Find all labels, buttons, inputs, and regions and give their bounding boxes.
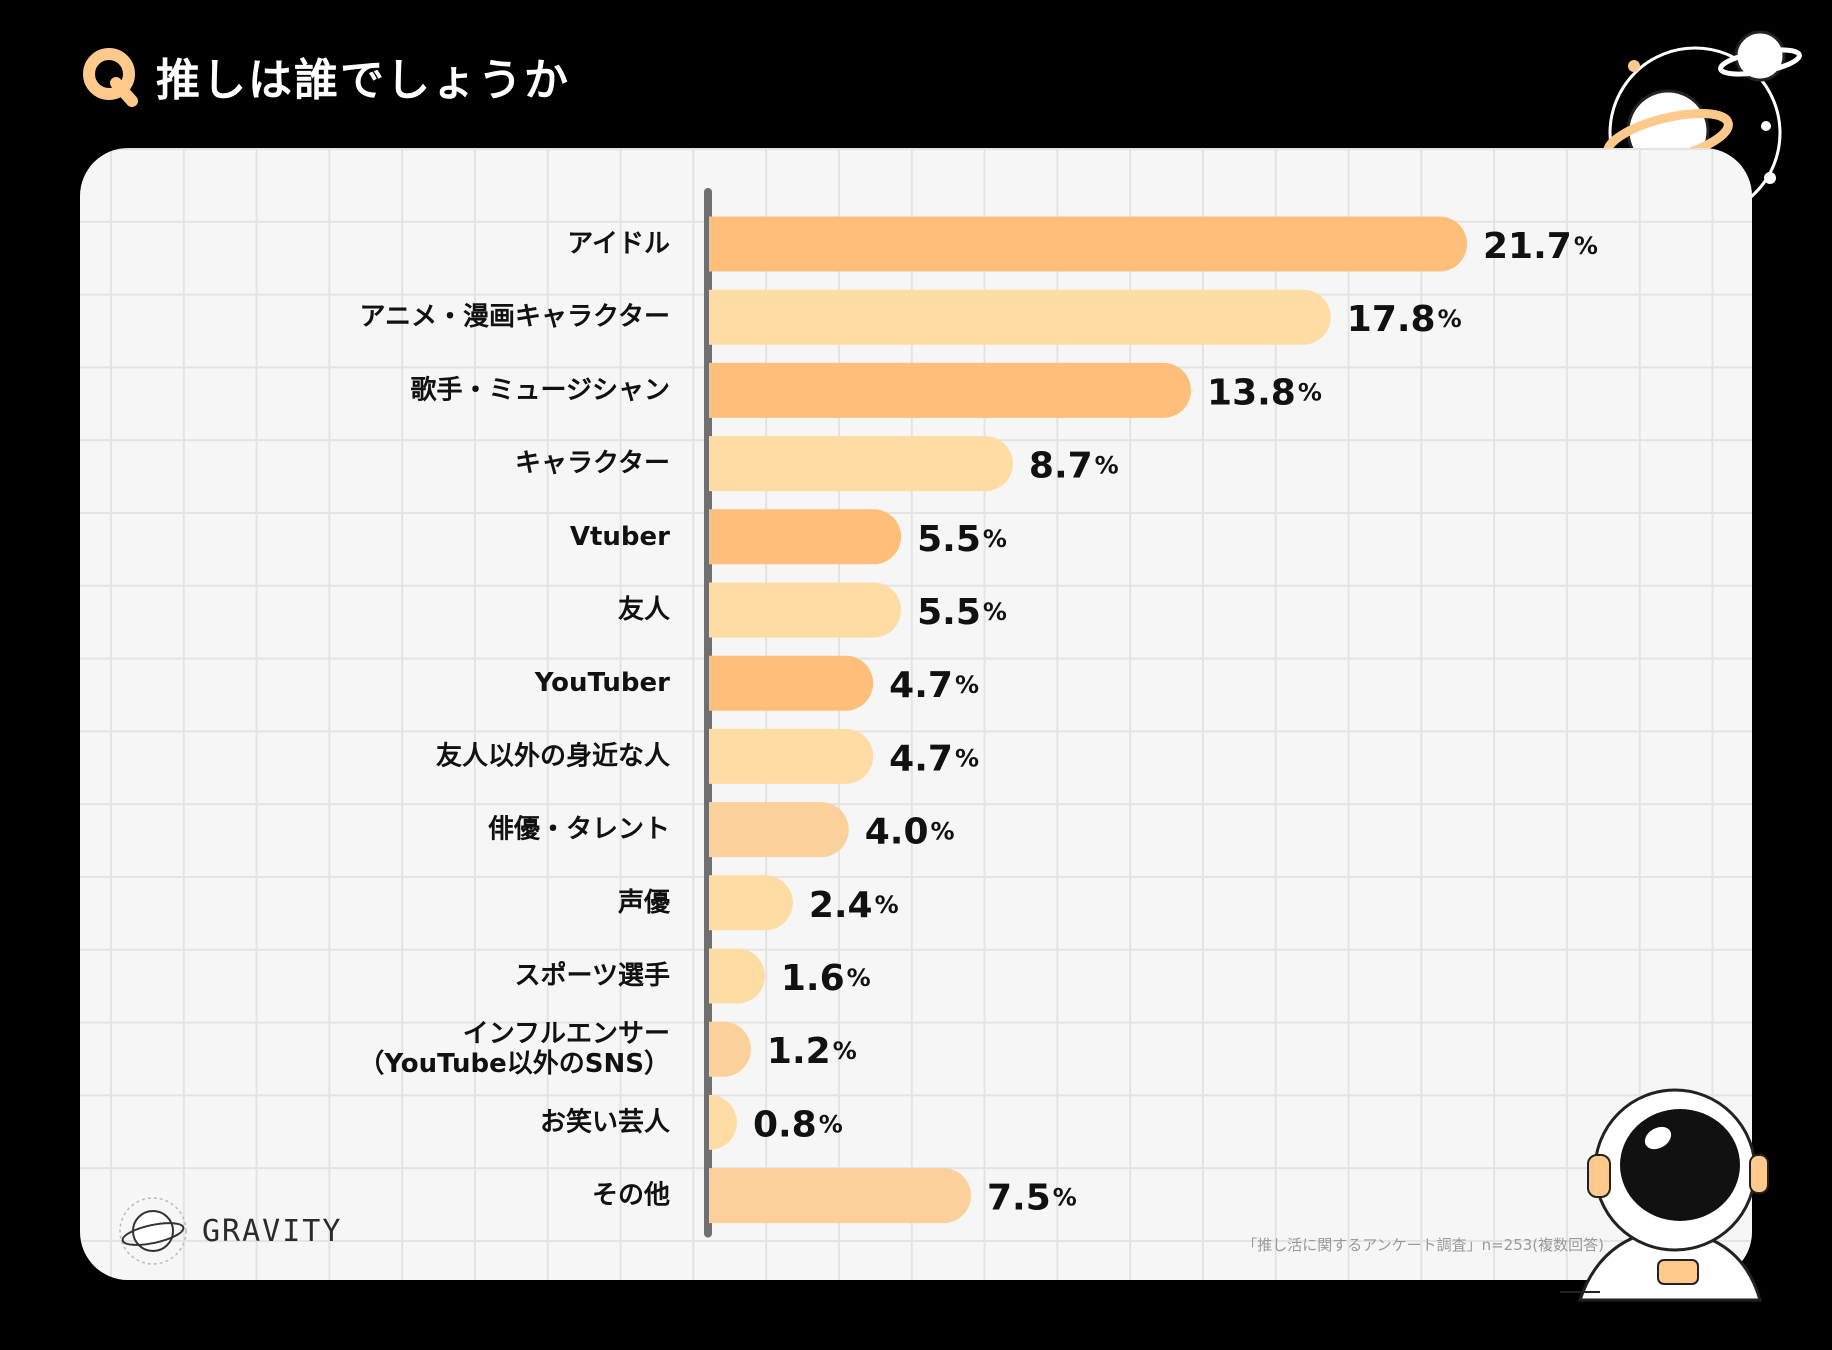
- bar: [709, 655, 874, 711]
- value-label: 4.0%: [865, 811, 955, 852]
- source-note: 「推し活に関するアンケート調査」n=253(複数回答): [1242, 1236, 1604, 1254]
- category-label: YouTuber: [534, 668, 670, 698]
- category-label: 俳優・タレント: [488, 815, 670, 845]
- bar: [709, 728, 874, 784]
- page-title: 推しは誰でしょうか: [156, 55, 570, 106]
- category-label: キャラクター: [515, 449, 670, 479]
- category-label: アイドル: [567, 229, 670, 259]
- value-label: 5.5%: [917, 592, 1007, 633]
- value-label: 7.5%: [987, 1177, 1077, 1218]
- value-label: 13.8%: [1207, 372, 1322, 413]
- bar: [709, 582, 902, 638]
- category-label: お笑い芸人: [540, 1106, 670, 1137]
- bar: [709, 509, 902, 565]
- category-label: 友人: [618, 595, 670, 625]
- bar: [709, 875, 793, 931]
- category-label: Vtuber: [570, 522, 670, 552]
- value-label: 0.8%: [753, 1104, 843, 1145]
- category-label: 友人以外の身近な人: [436, 740, 670, 771]
- value-label: 4.7%: [889, 738, 979, 779]
- value-label: 2.4%: [809, 884, 899, 925]
- bar: [709, 1168, 971, 1224]
- category-label: インフルエンサー: [463, 1019, 670, 1049]
- category-label: 歌手・ミュージシャン: [411, 375, 670, 405]
- category-label: その他: [592, 1181, 670, 1211]
- category-label: スポーツ選手: [515, 960, 670, 991]
- bar: [709, 436, 1013, 492]
- value-label: 1.6%: [781, 958, 871, 999]
- gravity-planet-icon: [119, 1197, 187, 1265]
- value-label: 17.8%: [1347, 299, 1462, 340]
- q-icon: [80, 45, 142, 107]
- bar: [709, 216, 1467, 272]
- bar-chart: アイドル 21.7% アニメ・漫画キャラクター 17.8% 歌手・ミュージシャン 13.8…: [358, 188, 1598, 1238]
- category-label: （YouTube以外のSNS）: [358, 1049, 670, 1079]
- value-label: 8.7%: [1029, 445, 1119, 486]
- brand-logo: GRAVITY: [118, 1196, 342, 1266]
- bar: [709, 948, 765, 1004]
- category-label: アニメ・漫画キャラクター: [360, 302, 670, 332]
- value-label: 21.7%: [1483, 226, 1598, 267]
- value-label: 4.7%: [889, 665, 979, 706]
- category-label: 声優: [618, 888, 671, 918]
- bar: [709, 362, 1192, 418]
- bar: [709, 802, 849, 858]
- brand-name: GRAVITY: [202, 1213, 343, 1249]
- chart-card: アイドル 21.7% アニメ・漫画キャラクター 17.8% 歌手・ミュージシャン 13.8…: [80, 148, 1752, 1280]
- value-label: 5.5%: [917, 518, 1007, 559]
- bar: [709, 1021, 751, 1077]
- astronaut-icon: [1560, 1088, 1769, 1302]
- bar: [709, 1094, 737, 1150]
- value-label: 1.2%: [767, 1031, 857, 1072]
- bar: [709, 289, 1331, 345]
- title-bar: 推しは誰でしょうか: [80, 44, 570, 108]
